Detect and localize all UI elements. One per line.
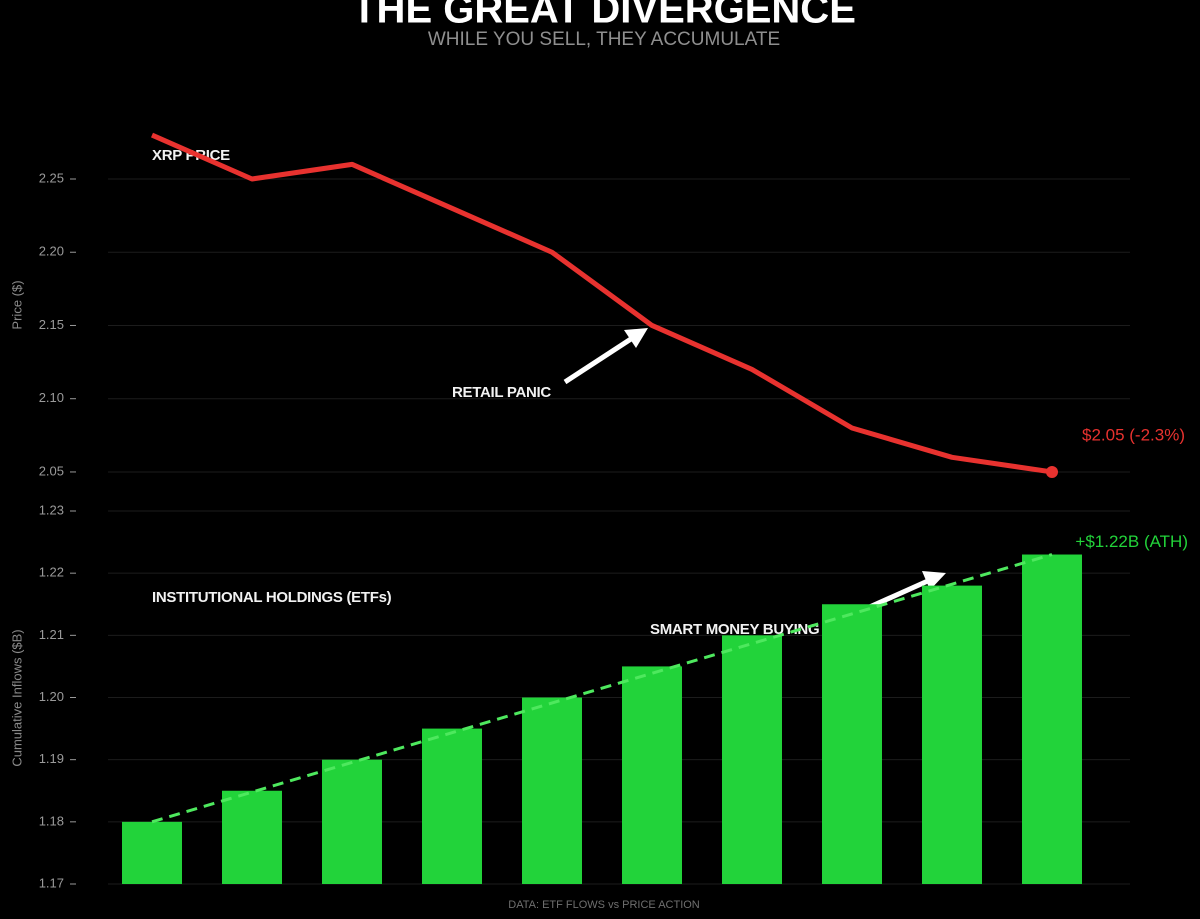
- y-tick-label: 2.10: [39, 390, 64, 405]
- y-tick-label: 1.18: [39, 813, 64, 828]
- y-tick-label: 2.15: [39, 317, 64, 332]
- chart-title: THE GREAT DIVERGENCE: [352, 0, 856, 32]
- y-tick-label: 2.25: [39, 170, 64, 185]
- value-label: $2.05 (-2.3%): [1082, 425, 1185, 444]
- y-tick-label: 1.17: [39, 875, 64, 890]
- bar: [422, 728, 482, 884]
- bar: [822, 604, 882, 884]
- value-label: +$1.22B (ATH): [1075, 532, 1188, 551]
- bar: [222, 790, 282, 884]
- y-axis-title: Price ($): [9, 280, 24, 329]
- y-tick-label: 1.22: [39, 565, 64, 580]
- footer-note: DATA: ETF FLOWS vs PRICE ACTION: [508, 899, 700, 911]
- annotation-arrow: [563, 328, 648, 385]
- bar: [722, 635, 782, 884]
- annotation: RETAIL PANIC: [452, 384, 551, 401]
- series-label: INSTITUTIONAL HOLDINGS (ETFs): [152, 589, 392, 606]
- bar: [522, 697, 582, 884]
- bar: [122, 821, 182, 884]
- y-tick-label: 2.05: [39, 463, 64, 478]
- y-tick-label: 1.19: [39, 751, 64, 766]
- y-tick-label: 1.23: [39, 502, 64, 517]
- bar: [922, 585, 982, 884]
- line: [150, 132, 1053, 475]
- bar: [1022, 554, 1082, 884]
- y-tick-label: 2.20: [39, 244, 64, 259]
- bar: [622, 666, 682, 884]
- point: [1046, 465, 1058, 478]
- y-axis-title: Cumulative Inflows ($B): [9, 629, 24, 766]
- bar: [322, 759, 382, 884]
- y-tick-label: 1.20: [39, 689, 64, 704]
- chart-subtitle: WHILE YOU SELL, THEY ACCUMULATE: [428, 29, 780, 50]
- annotation: SMART MONEY BUYING: [650, 621, 819, 638]
- trend-line: [151, 553, 1053, 824]
- y-tick-label: 1.21: [39, 627, 64, 642]
